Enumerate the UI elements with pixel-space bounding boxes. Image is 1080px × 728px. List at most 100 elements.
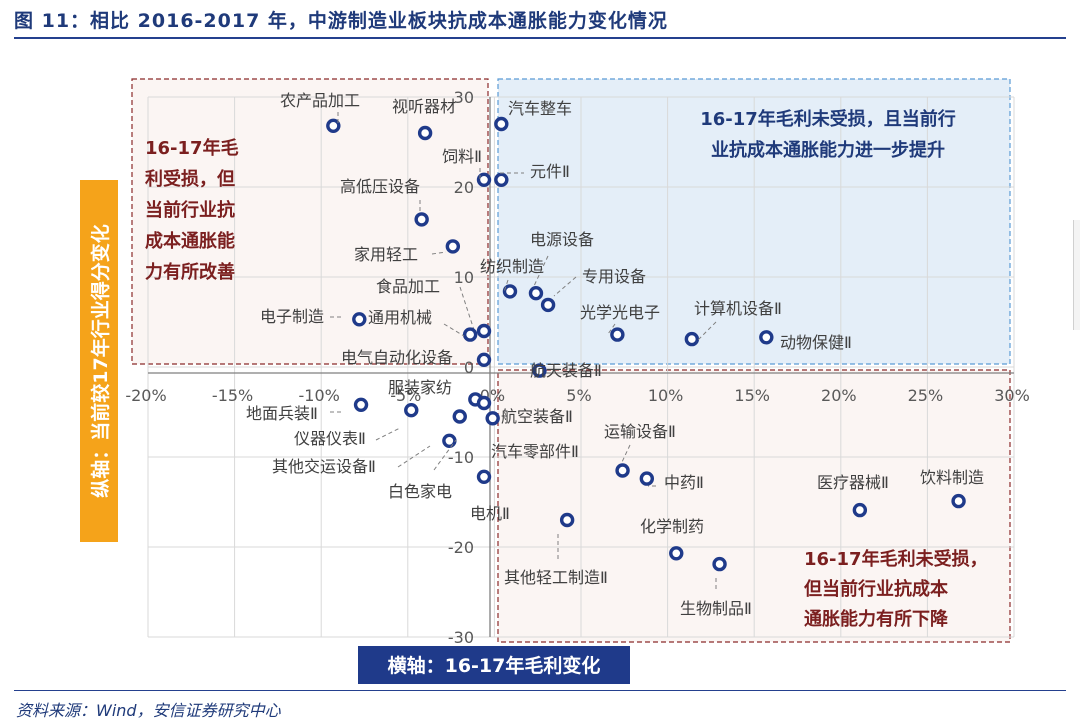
point-label: 电源设备: [530, 230, 594, 249]
point-marker: [759, 330, 774, 345]
data-point: 运输设备Ⅱ: [604, 422, 676, 478]
point-label: 电机Ⅱ: [470, 504, 510, 523]
point-label: 计算机设备Ⅱ: [694, 299, 782, 318]
zone-text-line: 16-17年毛: [145, 137, 239, 159]
point-label: 化学制药: [640, 517, 704, 536]
point-marker: [532, 363, 547, 378]
x-tick-label: -5%: [390, 386, 421, 405]
x-tick-label: 10%: [648, 386, 684, 405]
point-marker: [442, 433, 457, 448]
figure-title: 图 11：相比 2016-2017 年，中游制造业板块抗成本通胀能力变化情况: [14, 10, 668, 32]
point-marker: [445, 239, 461, 254]
point-label: 地面兵装Ⅱ: [246, 404, 318, 423]
data-point: 航空装备Ⅱ: [476, 395, 573, 426]
point-marker: [476, 352, 492, 367]
zone-text-line: 成本通胀能: [145, 230, 235, 252]
point-label: 电气自动化设备: [341, 348, 453, 367]
data-point: 计算机设备Ⅱ: [684, 299, 782, 347]
point-marker: [494, 116, 509, 132]
point-label: 中药Ⅱ: [664, 473, 704, 492]
point-label: 纺织制造: [480, 257, 544, 276]
point-label: 高低压设备: [340, 177, 420, 196]
point-marker: [669, 546, 684, 561]
y-tick-label: -10: [448, 448, 474, 467]
point-label: 航天装备Ⅱ: [530, 361, 602, 380]
zone-text-line: 但当前行业抗成本: [803, 578, 948, 600]
point-label: 视听器材: [392, 97, 456, 116]
leader-line: [397, 445, 431, 468]
x-tick-label: -10%: [299, 386, 340, 405]
x-tick-label: 15%: [734, 386, 770, 405]
y-tick-label: -20: [448, 538, 474, 557]
point-marker: [559, 512, 575, 528]
point-marker: [684, 331, 700, 347]
zone-text-line: 16-17年毛利未受损，: [804, 548, 988, 570]
data-point: 其他轻工制造Ⅱ: [504, 512, 608, 587]
data-point: 专用设备: [540, 267, 646, 313]
data-point: 电气自动化设备: [341, 348, 492, 367]
leader-line: [553, 276, 577, 297]
data-point: 生物制品Ⅱ: [680, 556, 752, 618]
x-tick-label: -20%: [125, 386, 166, 405]
footer-rule: [14, 690, 1066, 691]
point-label: 饲料Ⅱ: [442, 147, 482, 166]
point-label: 运输设备Ⅱ: [604, 422, 676, 441]
point-marker: [485, 411, 500, 426]
point-label: 白色家电: [388, 482, 452, 501]
point-label: 光学光电子: [580, 303, 660, 322]
x-axis-title-box: [358, 646, 630, 684]
point-marker: [353, 397, 369, 412]
data-point: 电子制造: [260, 307, 367, 327]
data-point: 电机Ⅱ: [470, 469, 510, 523]
data-point: 纺织制造: [480, 257, 544, 299]
data-point: 汽车整车: [494, 99, 572, 132]
point-marker: [639, 471, 655, 486]
point-label: 仪器仪表Ⅱ: [294, 429, 366, 448]
point-label: 生物制品Ⅱ: [680, 599, 752, 618]
point-label: 动物保健Ⅱ: [780, 333, 852, 352]
point-label: 元件Ⅱ: [530, 162, 570, 181]
point-marker: [476, 469, 492, 484]
zone-text-line: 业抗成本通胀能力进一步提升: [711, 139, 945, 161]
point-marker: [352, 312, 367, 327]
point-marker: [494, 172, 509, 188]
zone-text-line: 16-17年毛利未受损，且当前行: [700, 108, 956, 130]
scatter-chart: -20% -15% -10% -5% 0% 5% 10% 15% 20% 25% 30%302010…: [80, 78, 1030, 684]
leader-line: [695, 321, 717, 343]
data-point: 航天装备Ⅱ: [530, 361, 602, 380]
data-point: 其他交运设备Ⅱ: [272, 409, 467, 476]
x-tick-label: 30%: [994, 386, 1030, 405]
point-marker: [452, 409, 467, 424]
point-marker: [476, 395, 492, 411]
x-tick-label: 5%: [566, 386, 591, 405]
y-tick-label: 10: [454, 268, 474, 287]
data-point: 地面兵装Ⅱ: [246, 397, 369, 423]
data-point: 医疗器械Ⅱ: [817, 473, 889, 518]
data-point: 饲料Ⅱ: [442, 147, 492, 188]
point-label: 专用设备: [582, 267, 646, 286]
point-marker: [610, 327, 625, 342]
data-point: 光学光电子: [580, 303, 660, 342]
leader-line: [607, 323, 616, 335]
point-label: 电子制造: [260, 307, 324, 326]
data-point: 通用机械: [368, 308, 478, 342]
leader-line: [503, 279, 509, 293]
y-tick-label: 0: [464, 358, 474, 377]
x-tick-label: -15%: [212, 386, 253, 405]
point-marker: [540, 297, 556, 313]
leader-line: [443, 323, 465, 337]
point-label: 农产品加工: [280, 91, 360, 110]
point-label: 通用机械: [368, 308, 432, 327]
leader-line: [533, 255, 549, 287]
zone-text-line: 当前行业抗: [145, 199, 235, 221]
zone-text-line: 利受损，但: [145, 168, 235, 190]
y-axis-title-box: [80, 180, 118, 542]
data-point: 中药Ⅱ: [639, 471, 704, 492]
point-marker: [502, 284, 518, 299]
leader-line: [431, 251, 447, 255]
data-point: 高低压设备: [340, 177, 429, 227]
data-point: 食品加工: [376, 277, 492, 339]
scroll-edge: [1073, 220, 1080, 330]
